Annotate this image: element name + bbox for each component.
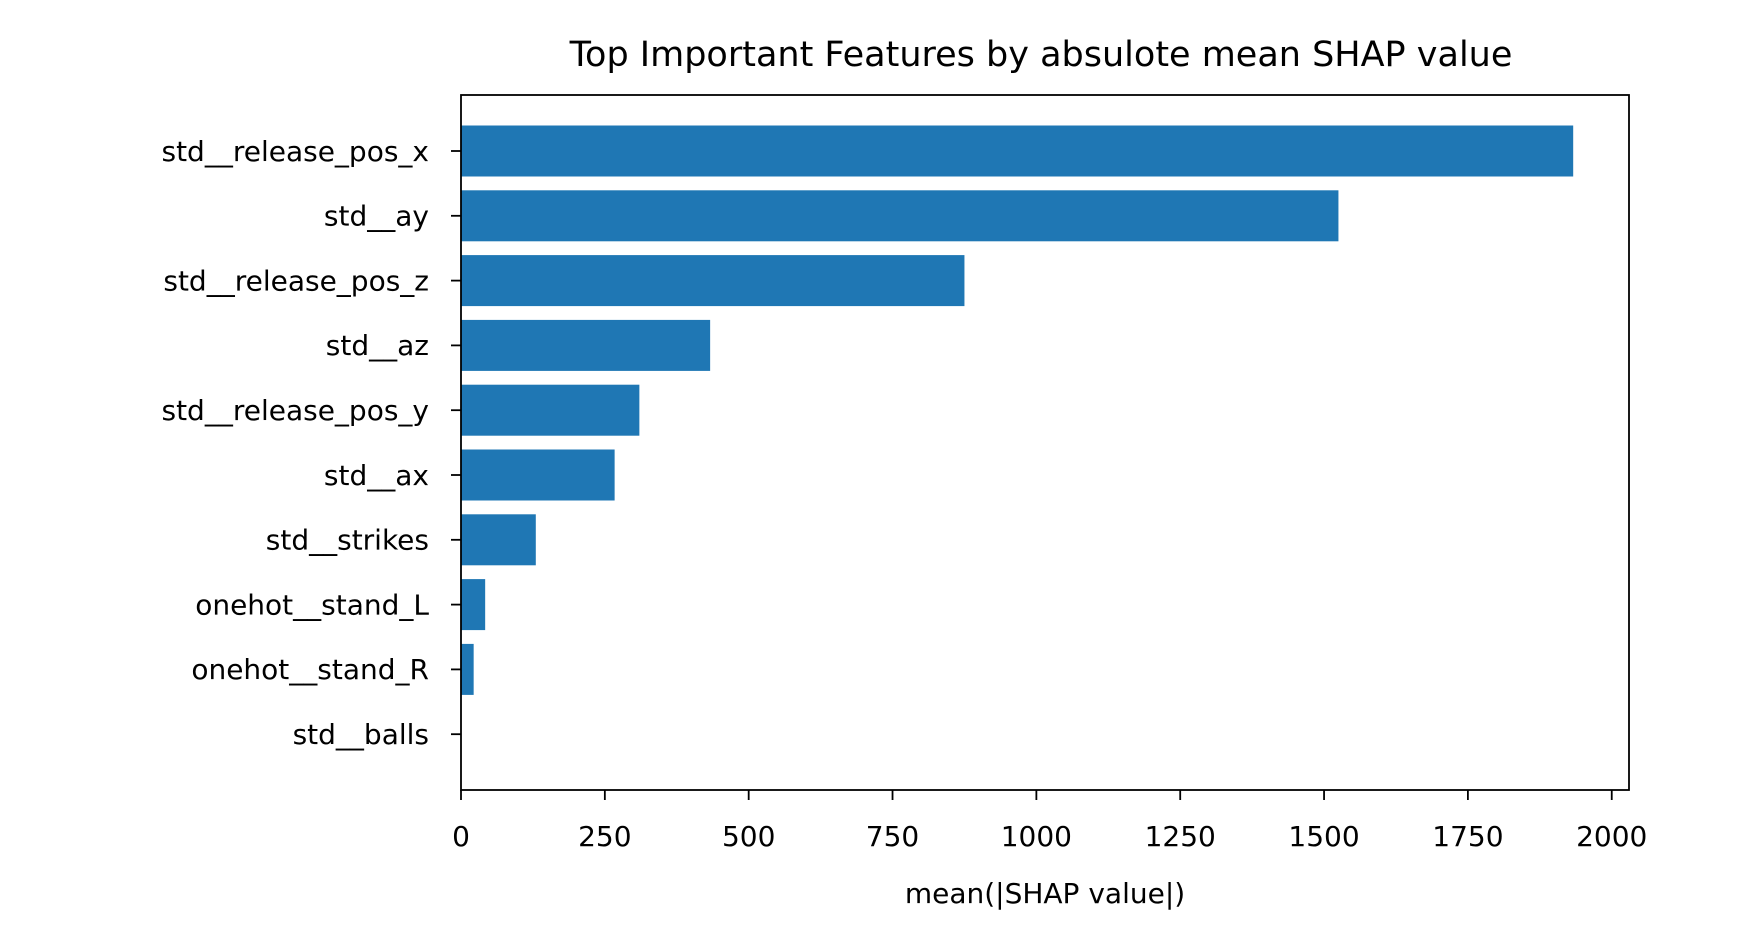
x-tick-label: 500 [722, 820, 775, 853]
bars-group [461, 125, 1574, 695]
y-tick-label: std__release_pos_x [161, 135, 429, 168]
bar-std__ay [461, 190, 1339, 242]
x-tick-label: 1000 [1001, 820, 1072, 853]
bar-std__ax [461, 449, 615, 501]
x-axis-label: mean(|SHAP value|) [905, 877, 1185, 910]
x-tick-label: 0 [452, 820, 470, 853]
y-axis-ticks: std__release_pos_x std__ay std__release_po… [161, 135, 461, 751]
x-axis-ticks: 0 250 500 750 1000 1250 1500 1750 2000 [452, 790, 1647, 853]
bar-std__strikes [461, 514, 536, 566]
x-tick-label: 250 [578, 820, 631, 853]
x-tick-label: 2000 [1576, 820, 1647, 853]
y-tick-label: onehot__stand_L [195, 588, 429, 621]
y-tick-label: std__release_pos_y [161, 394, 429, 427]
y-tick-label: std__balls [293, 718, 429, 751]
y-tick-label: std__az [326, 329, 429, 362]
x-tick-label: 1250 [1145, 820, 1216, 853]
y-tick-label: std__release_pos_z [163, 264, 429, 297]
bar-std__release_pos_y [461, 384, 640, 436]
y-tick-label: std__ay [324, 200, 429, 233]
x-tick-label: 750 [866, 820, 919, 853]
x-tick-label: 1750 [1432, 820, 1503, 853]
bar-std__az [461, 319, 711, 371]
bar-std__release_pos_z [461, 255, 965, 307]
y-tick-label: std__ax [324, 459, 429, 492]
chart-title: Top Important Features by absulote mean … [569, 35, 1513, 75]
y-tick-label: onehot__stand_R [191, 653, 429, 686]
bar-onehot__stand_R [461, 643, 474, 695]
x-tick-label: 1500 [1288, 820, 1359, 853]
bar-std__release_pos_x [461, 125, 1574, 177]
y-tick-label: std__strikes [266, 524, 429, 557]
plot-frame [460, 94, 1630, 791]
bar-onehot__stand_L [461, 579, 486, 631]
